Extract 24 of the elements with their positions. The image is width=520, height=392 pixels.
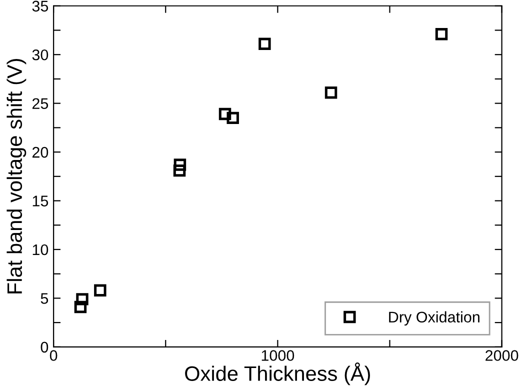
point	[76, 293, 88, 306]
point	[226, 112, 239, 124]
y-tick-label: 0	[40, 342, 48, 353]
point	[173, 164, 186, 177]
point	[94, 284, 106, 297]
y-tick-label: 20	[32, 146, 48, 158]
y-tick-label: 25	[32, 98, 48, 110]
x-tick-label: 1000	[262, 350, 294, 361]
x-axis-title: Oxide Thickness (Å)	[185, 362, 370, 386]
y-tick-label: 30	[32, 49, 48, 60]
point	[74, 300, 87, 314]
point	[174, 158, 186, 171]
point	[324, 86, 338, 99]
y-tick-label: 10	[32, 244, 48, 256]
x-tick-label: 0	[50, 350, 58, 361]
point	[435, 28, 448, 40]
y-tick-label: 15	[32, 196, 48, 206]
y-tick-label: 35	[32, 0, 48, 12]
y-axis-title: Flat band voltage shift (V)	[6, 58, 26, 294]
point	[218, 108, 232, 120]
x-tick-label: 2000	[486, 350, 518, 361]
y-tick-label: 5	[40, 293, 48, 304]
point	[258, 38, 271, 50]
legend-label: Dry Oxidation	[389, 311, 480, 326]
